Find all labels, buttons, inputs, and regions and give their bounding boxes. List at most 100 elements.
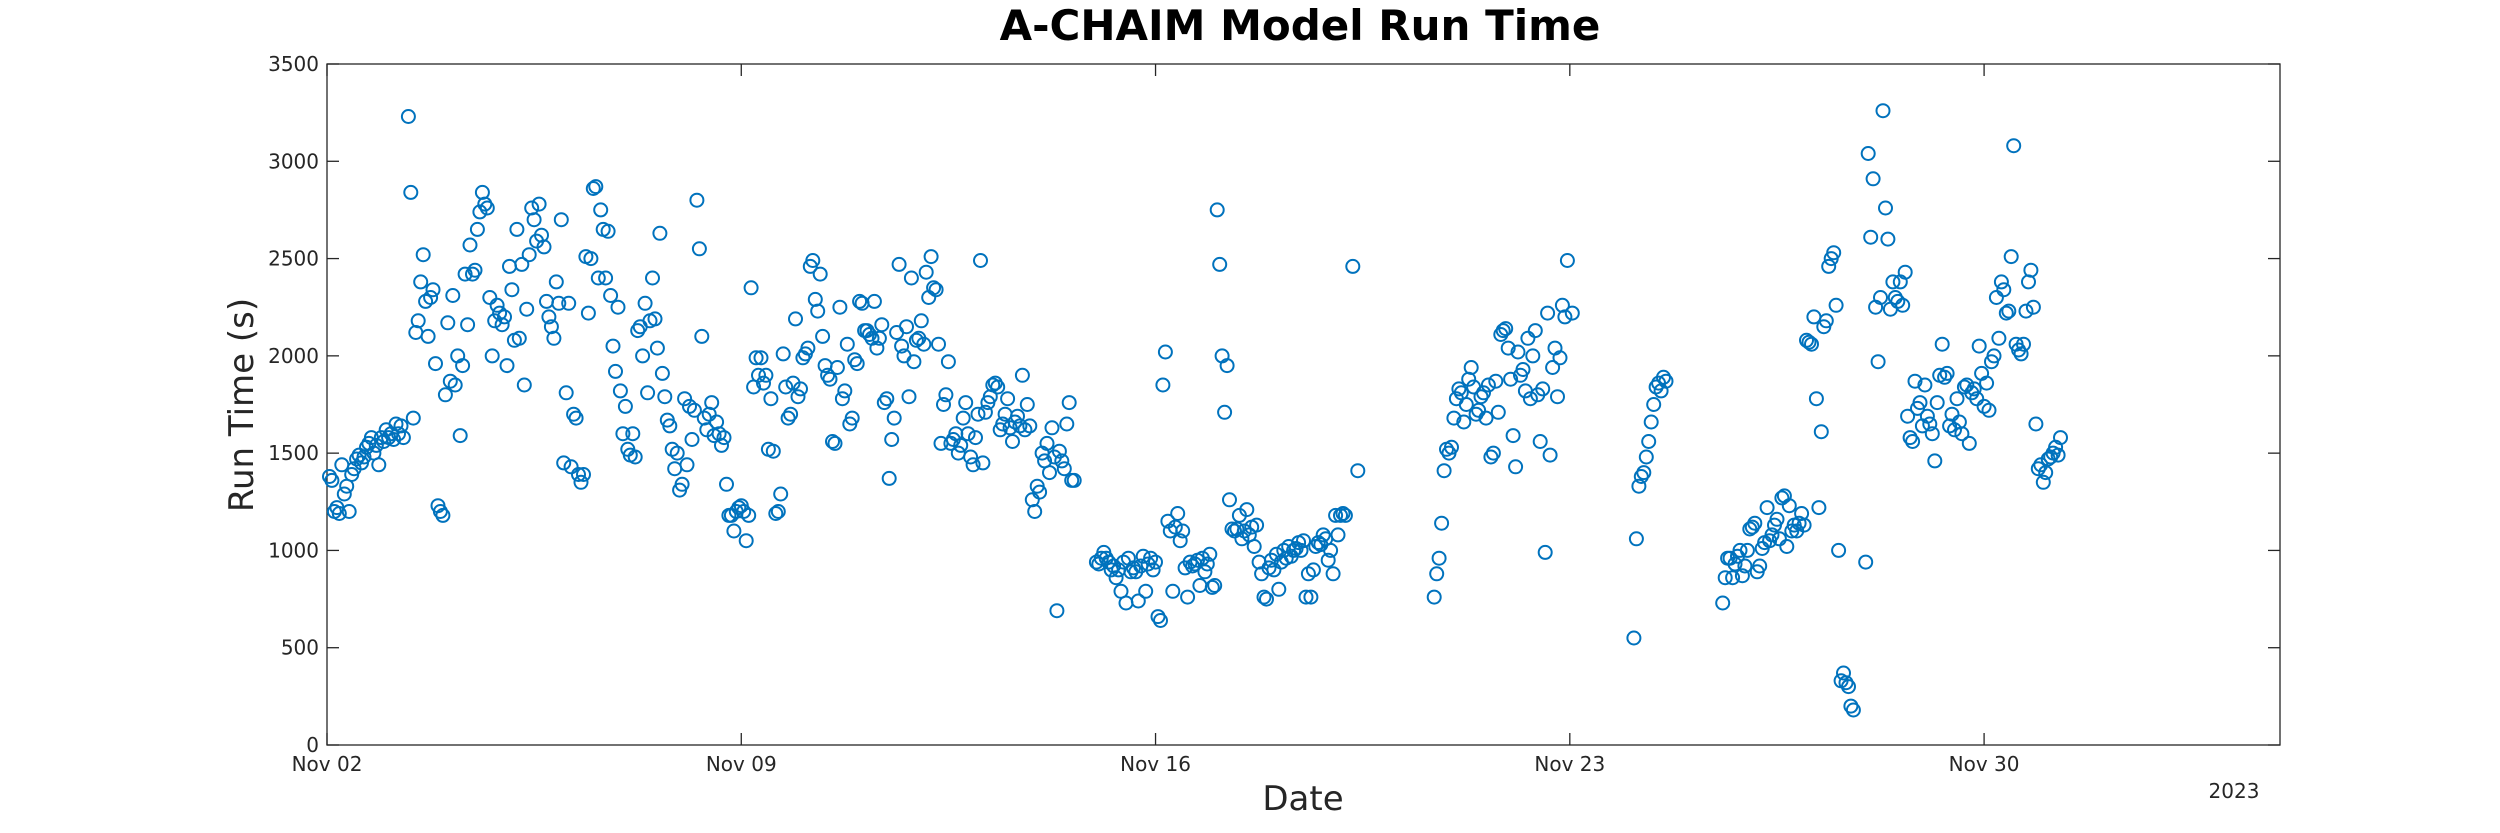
data-point <box>1495 323 1511 339</box>
data-point <box>716 430 732 446</box>
data-point <box>1259 591 1274 607</box>
data-point <box>691 241 707 257</box>
data-point <box>1811 500 1827 516</box>
data-point <box>1458 397 1474 412</box>
x-tick-label: Nov 16 <box>1120 752 1191 776</box>
data-point <box>1463 360 1479 375</box>
data-point <box>751 367 766 383</box>
data-point <box>1148 554 1163 570</box>
data-point <box>1858 554 1874 570</box>
data-point <box>970 406 986 422</box>
y-tick-label: 2000 <box>268 344 319 368</box>
data-point <box>455 358 471 374</box>
data-point <box>541 309 557 325</box>
data-point <box>936 397 951 412</box>
data-point <box>1628 531 1644 547</box>
data-point <box>467 262 483 278</box>
data-point <box>509 221 525 237</box>
data-point <box>679 457 695 473</box>
data-point <box>906 354 922 370</box>
data-point <box>879 391 895 407</box>
data-point <box>1917 377 1933 393</box>
data-point <box>763 391 779 407</box>
data-point <box>977 404 993 420</box>
data-point <box>2028 416 2044 432</box>
data-point <box>1769 511 1785 527</box>
data-point <box>1880 231 1896 247</box>
data-point <box>714 437 729 453</box>
data-point <box>1971 338 1987 354</box>
data-point <box>963 449 979 465</box>
data-point <box>748 350 764 366</box>
data-point <box>1108 570 1124 586</box>
data-point <box>1947 422 1962 438</box>
data-point <box>1175 523 1191 539</box>
data-point <box>1988 290 2004 305</box>
data-point <box>694 328 710 344</box>
data-point <box>1845 702 1861 718</box>
x-axis-title: Date <box>1262 779 1343 819</box>
data-point <box>1039 435 1055 451</box>
data-point <box>1059 416 1075 432</box>
data-point <box>1480 377 1496 393</box>
data-point <box>973 253 988 268</box>
data-point <box>435 507 451 523</box>
data-point <box>447 377 463 393</box>
data-point <box>1641 434 1657 449</box>
data-point <box>645 270 660 286</box>
data-point <box>1865 171 1881 187</box>
data-point <box>1010 408 1025 424</box>
data-point <box>489 297 505 313</box>
data-point <box>1049 603 1065 619</box>
data-point <box>1522 391 1538 407</box>
data-point <box>400 109 416 124</box>
data-point <box>1209 202 1225 218</box>
data-point <box>1996 282 2012 298</box>
data-point <box>958 395 974 411</box>
data-point <box>1550 389 1565 405</box>
data-point <box>886 410 902 426</box>
data-point <box>894 338 910 354</box>
data-point <box>1841 679 1856 695</box>
data-point <box>1320 552 1336 568</box>
data-point <box>1293 542 1309 558</box>
data-point <box>1831 542 1847 558</box>
data-point <box>1056 461 1072 477</box>
data-point <box>810 303 826 319</box>
data-point <box>1796 517 1812 533</box>
data-point <box>1828 297 1844 313</box>
data-point <box>1525 348 1541 364</box>
data-point <box>1919 408 1935 424</box>
data-point <box>440 315 456 331</box>
data-point <box>1944 406 1960 422</box>
data-point <box>1885 274 1901 290</box>
data-point <box>1557 309 1573 325</box>
data-point <box>940 354 956 370</box>
data-point <box>1239 502 1255 518</box>
data-point <box>953 437 969 453</box>
data-point <box>684 432 700 447</box>
y-axis: 0 500 1000 1500 2000 2500 3000 3500 <box>268 52 2280 757</box>
data-point <box>617 398 633 414</box>
data-point <box>1333 507 1348 523</box>
data-point <box>2001 303 2017 319</box>
y-tick-label: 2500 <box>268 247 319 271</box>
data-point <box>1961 435 1977 451</box>
data-point <box>1643 414 1659 430</box>
data-point <box>2013 346 2029 362</box>
year-label: 2023 <box>2209 779 2260 803</box>
x-tick-label: Nov 30 <box>1949 752 2020 776</box>
data-point <box>1044 420 1060 436</box>
data-point <box>1715 595 1731 611</box>
data-point <box>423 290 439 305</box>
data-point <box>1444 439 1459 455</box>
data-point <box>874 317 890 333</box>
data-point <box>1310 535 1326 551</box>
data-point <box>499 358 515 374</box>
data-point <box>1005 434 1020 449</box>
data-point <box>551 295 567 311</box>
data-point <box>1157 344 1173 360</box>
data-point <box>743 280 759 296</box>
data-point <box>1335 506 1351 521</box>
data-point <box>1537 544 1553 560</box>
